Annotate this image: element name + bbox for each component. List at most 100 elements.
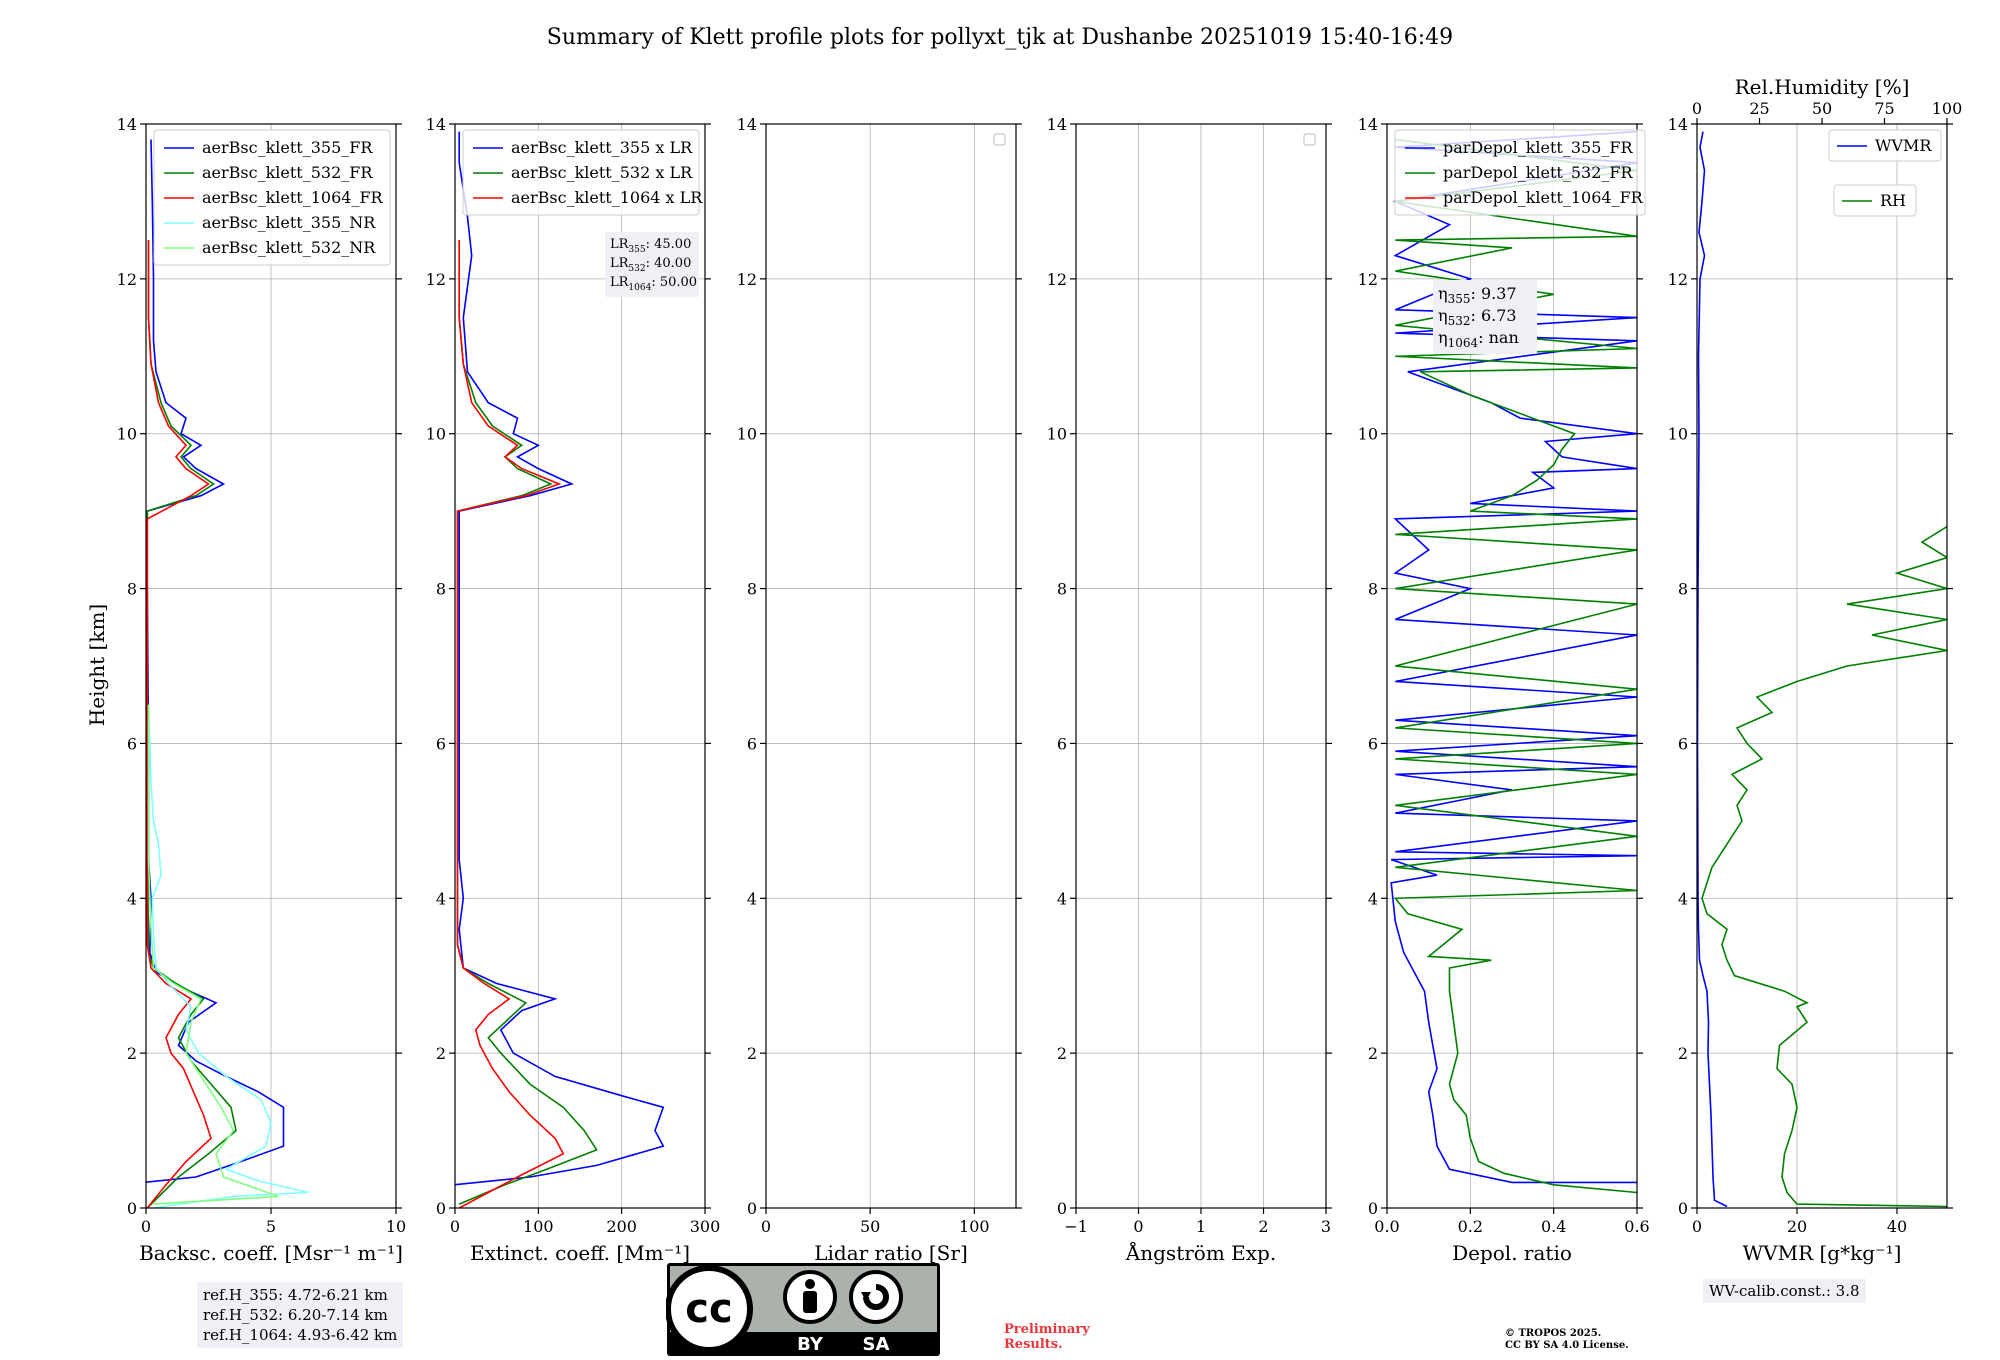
annotation-symbol: η: [1438, 328, 1448, 347]
y-tick-label: 0: [1368, 1199, 1378, 1218]
x-tick-label: 200: [606, 1217, 637, 1236]
annotation-value: : nan: [1478, 328, 1519, 347]
legend-label: parDepol_klett_1064_FR: [1443, 188, 1644, 207]
plot-frame: [454, 123, 706, 1209]
legend: aerBsc_klett_355_FR aerBsc_klett_532_FRae…: [153, 129, 391, 266]
panel-5: 0.0 0.2 0.4 0.6 0 2 4 6 8 10 12 14 Depol. ratio parDe…: [1358, 115, 1650, 1265]
cc-logo-text: cc: [685, 1286, 732, 1332]
legend-label: parDepol_klett_355_FR: [1443, 138, 1634, 157]
copyright-line-1: © TROPOS 2025.: [1505, 1328, 1602, 1339]
annotation-subscript: 355: [628, 245, 645, 255]
x-tick-label: 2: [1258, 1217, 1268, 1236]
panel-6: 0 20 40 0 2 4 6 8 10 12 14 WVMR [g*kg⁻¹] 0 25 50 75 100 R…: [1668, 75, 1963, 1265]
preliminary-line-2: Results.: [1004, 1337, 1063, 1352]
y-tick-label: 0: [127, 1199, 137, 1218]
sa-share-arc: [863, 1284, 889, 1310]
y-tick-label: 10: [1358, 425, 1378, 444]
annotation-line: η1064: nan: [1438, 328, 1519, 350]
y-tick-label: 2: [1678, 1044, 1688, 1063]
ref-height-1064: ref.H_1064: 4.93-6.42 km: [203, 1326, 398, 1344]
plot-frame: [765, 123, 1017, 1209]
y-tick-label: 8: [747, 580, 757, 599]
annotation-subscript: 532: [1448, 314, 1471, 328]
legend-label: aerBsc_klett_1064_FR: [202, 188, 384, 207]
y-tick-label: 10: [1668, 425, 1688, 444]
x-tick-label: 0.0: [1374, 1217, 1399, 1236]
annotation-line: η532: 6.73: [1438, 306, 1517, 328]
legend-label: WVMR: [1875, 136, 1932, 155]
legend-label: aerBsc_klett_1064 x LR: [511, 188, 703, 207]
annotation-value: : 50.00: [651, 275, 697, 290]
plot-frame: [1386, 123, 1638, 1209]
legend-rh: RH: [1833, 184, 1917, 217]
y-tick-label: 4: [127, 889, 137, 908]
y-tick-label: 4: [1368, 889, 1378, 908]
y-tick-label: 4: [436, 889, 446, 908]
reference-heights-box: ref.H_355: 4.72-6.21 km ref.H_532: 6.20-…: [197, 1282, 404, 1348]
y-tick-label: 12: [1358, 270, 1378, 289]
y-tick-label: 10: [426, 425, 446, 444]
y-tick-label: 6: [127, 734, 137, 753]
legend-wvmr: WVMR: [1828, 129, 1942, 162]
y-tick-label: 12: [1668, 270, 1688, 289]
x-axis-label: Backsc. coeff. [Msr⁻¹ m⁻¹]: [139, 1241, 403, 1265]
series-rh: [1701, 525, 1947, 1208]
x-tick-label: 10: [386, 1217, 406, 1236]
legend-label: aerBsc_klett_532 x LR: [511, 163, 693, 182]
annotation-symbol: LR: [610, 275, 630, 290]
top-x-tick-label: 50: [1812, 99, 1832, 118]
annotation-value: : 6.73: [1471, 306, 1517, 325]
y-tick-label: 14: [1358, 115, 1378, 134]
y-tick-label: 14: [117, 115, 137, 134]
y-tick-label: 2: [747, 1044, 757, 1063]
sa-label: SA: [863, 1334, 890, 1355]
y-tick-label: 2: [436, 1044, 446, 1063]
annotation-line: LR1064: 50.00: [610, 275, 697, 293]
figure-title: Summary of Klett profile plots for polly…: [547, 25, 1453, 50]
y-tick-label: 8: [1678, 580, 1688, 599]
y-tick-label: 14: [426, 115, 446, 134]
panel-1: 0 5 10 0 2 4 6 8 10 12 14 Backsc. coeff. [Msr⁻¹ m⁻¹…: [117, 115, 407, 1265]
top-x-axis-label: Rel.Humidity [%]: [1735, 75, 1910, 99]
legend-label: aerBsc_klett_355_NR: [202, 213, 376, 232]
series-aerbsc-klett-1064-fr: [146, 240, 212, 1208]
y-tick-label: 0: [436, 1199, 446, 1218]
preliminary-line-1: Preliminary: [1004, 1322, 1090, 1337]
legend-box: [1828, 129, 1942, 162]
y-tick-label: 8: [127, 580, 137, 599]
x-tick-label: −1: [1064, 1217, 1088, 1236]
annotation-subscript: 355: [1448, 292, 1471, 306]
y-axis-label: Height [km]: [85, 604, 109, 726]
legend-box: [462, 129, 700, 216]
x-tick-label: 0.4: [1541, 1217, 1566, 1236]
empty-legend-box: [993, 133, 1006, 146]
legend-label: parDepol_klett_532_FR: [1443, 163, 1634, 182]
annotation-subscript: 532: [628, 264, 645, 274]
x-axis-label: WVMR [g*kg⁻¹]: [1743, 1241, 1902, 1265]
top-x-tick-label: 0: [1692, 99, 1702, 118]
x-tick-label: 40: [1887, 1217, 1907, 1236]
annotation-symbol: η: [1438, 284, 1448, 303]
by-person-body: [803, 1291, 817, 1313]
y-tick-label: 0: [1678, 1199, 1688, 1218]
top-x-tick-label: 75: [1874, 99, 1894, 118]
annotation-box: [605, 232, 699, 297]
y-tick-label: 10: [1047, 425, 1067, 444]
legend: parDepol_klett_355_FR parDepol_klett_532_…: [1394, 129, 1646, 216]
annotation-subscript: 1064: [1448, 336, 1479, 350]
top-x-tick-label: 100: [1932, 99, 1963, 118]
legend-label: aerBsc_klett_532_FR: [202, 163, 373, 182]
legend-label: aerBsc_klett_355_FR: [202, 138, 373, 157]
y-tick-label: 0: [1057, 1199, 1067, 1218]
legend-box: [153, 129, 391, 266]
y-tick-label: 14: [1047, 115, 1067, 134]
series-aerbsc-klett-355-nr: [147, 704, 309, 1208]
y-tick-label: 4: [1678, 889, 1688, 908]
annotation-line: LR355: 45.00: [610, 237, 691, 255]
x-tick-label: 0: [1133, 1217, 1143, 1236]
legend: aerBsc_klett_355 x LR aerBsc_klett_532 x …: [462, 129, 703, 216]
y-tick-label: 0: [747, 1199, 757, 1218]
x-axis-label: Ångström Exp.: [1125, 1240, 1276, 1265]
